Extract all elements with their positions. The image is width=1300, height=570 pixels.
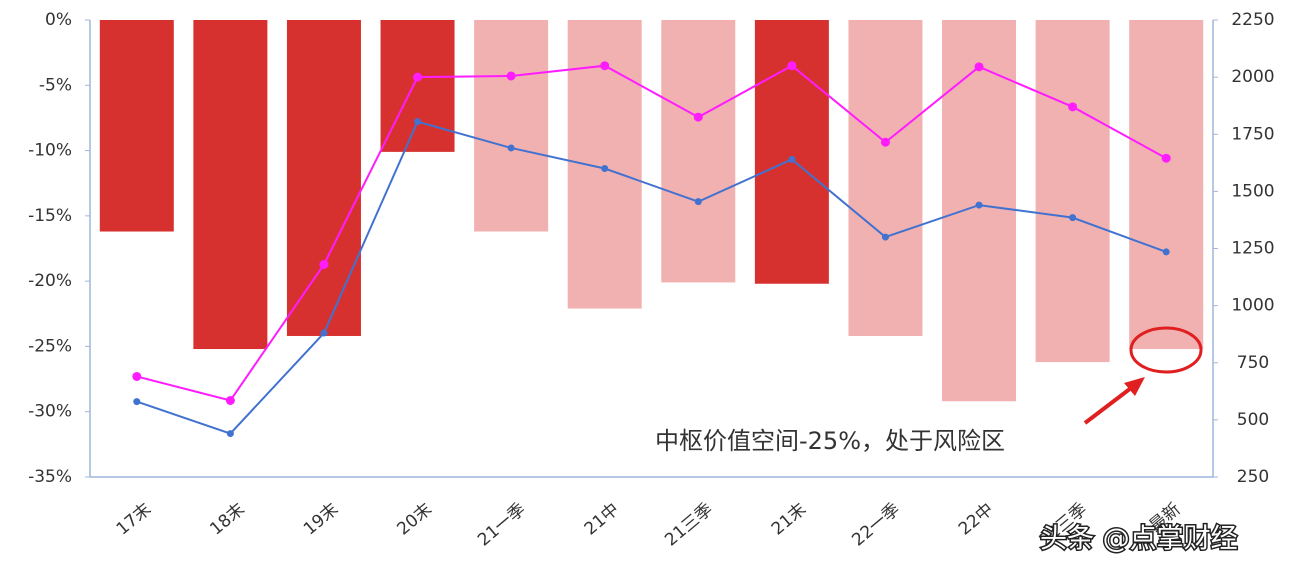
y-tick-label: -25% xyxy=(28,336,72,356)
y-tick-label: 0% xyxy=(45,10,72,30)
point xyxy=(881,233,889,241)
highlight-circle xyxy=(1129,326,1203,374)
y2-tick-label: 2000 xyxy=(1231,67,1274,87)
arrow-shaft xyxy=(1083,383,1137,425)
point xyxy=(413,72,423,82)
point xyxy=(601,165,609,173)
point xyxy=(320,329,328,337)
bar xyxy=(661,20,736,283)
y2-tick-label: 500 xyxy=(1237,410,1269,430)
point xyxy=(507,144,515,152)
y2-tick-label: 250 xyxy=(1237,467,1269,487)
bar xyxy=(1129,20,1204,350)
point xyxy=(225,395,235,405)
y2-tick-label: 1500 xyxy=(1231,181,1274,201)
point xyxy=(319,259,329,269)
y2-tick-label: 2250 xyxy=(1231,10,1274,30)
arrow-head xyxy=(1124,377,1145,396)
point xyxy=(1069,214,1077,222)
y-tick-label: -35% xyxy=(28,467,72,487)
point xyxy=(787,61,797,71)
point xyxy=(694,198,702,206)
line xyxy=(136,120,1167,435)
point xyxy=(600,61,610,71)
point xyxy=(414,118,422,126)
point xyxy=(1068,102,1078,112)
y-tick-label: -10% xyxy=(28,141,72,161)
point xyxy=(506,71,516,81)
point xyxy=(1161,153,1171,163)
bar xyxy=(286,20,361,336)
y-tick-label: -20% xyxy=(28,271,72,291)
bar xyxy=(99,20,174,232)
bar xyxy=(848,20,923,336)
point xyxy=(880,137,890,147)
line xyxy=(136,64,1167,402)
point xyxy=(975,201,983,209)
bar xyxy=(193,20,268,350)
annotation: 中枢价值空间-25%，处于风险区 xyxy=(655,427,1005,455)
point xyxy=(132,371,142,381)
bar xyxy=(380,20,455,152)
point xyxy=(1162,248,1170,256)
bar xyxy=(474,20,549,232)
point xyxy=(974,62,984,72)
point xyxy=(133,398,141,406)
watermark: 头条 @点掌财经 xyxy=(1040,524,1238,555)
y2-tick-label: 1750 xyxy=(1231,124,1274,144)
point xyxy=(788,155,796,163)
bar xyxy=(754,20,829,284)
point xyxy=(226,430,234,438)
y-tick-label: -30% xyxy=(28,402,72,422)
y2-tick-label: 1000 xyxy=(1231,296,1274,316)
y2-tick-label: 1250 xyxy=(1231,239,1274,259)
y-tick-label: -5% xyxy=(39,75,72,95)
y-tick-label: -15% xyxy=(28,206,72,226)
bar xyxy=(942,20,1017,402)
bar xyxy=(1035,20,1110,363)
point xyxy=(693,112,703,122)
y2-tick-label: 750 xyxy=(1237,353,1269,373)
